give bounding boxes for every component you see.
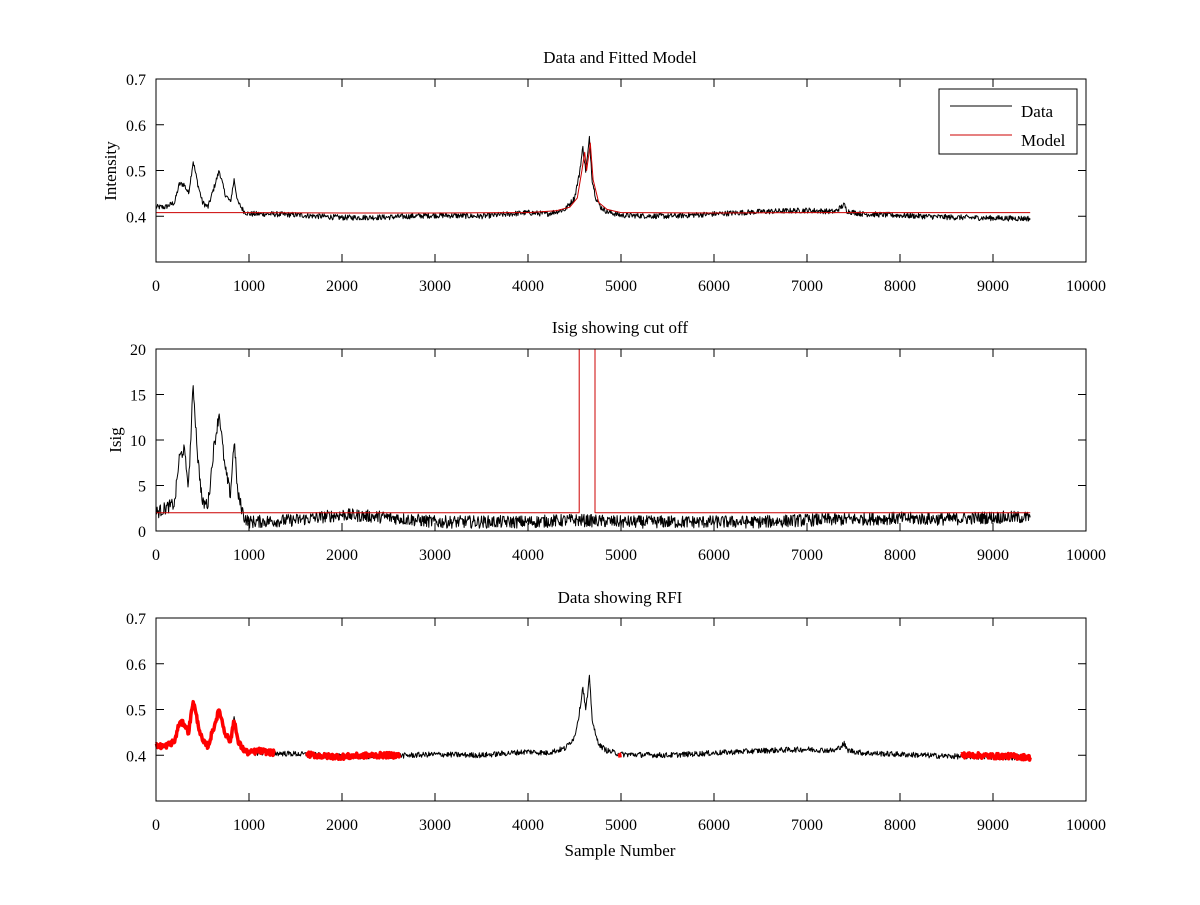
x-tick-label: 1000 (233, 278, 265, 295)
y-tick-label: 0.6 (126, 118, 146, 135)
y-tick-label: 0.4 (126, 748, 146, 765)
x-tick-label: 5000 (605, 278, 637, 295)
x-tick-label: 8000 (884, 817, 916, 834)
x-tick-label: 3000 (419, 547, 451, 564)
x-tick-label: 7000 (791, 817, 823, 834)
subplot-2-frame (155, 348, 1087, 532)
x-tick-label: 9000 (977, 547, 1009, 564)
subplot-1-ylabel: Intensity (101, 141, 120, 201)
subplot-2-ylabel: Isig (106, 427, 125, 453)
y-tick-label: 15 (130, 388, 146, 405)
subplot-1-marks (155, 135, 1031, 222)
series-rfi-segment (305, 750, 402, 762)
x-tick-label: 5000 (605, 817, 637, 834)
x-tick-label: 0 (152, 817, 160, 834)
subplot-data-and-fitted-model: Data and Fitted Model Intensity 0 1000 200… (101, 48, 1106, 295)
x-tick-label: 10000 (1066, 278, 1106, 295)
x-tick-label: 1000 (233, 817, 265, 834)
subplot-isig-showing-cut-off: Isig showing cut off Isig 0 1000 2000 3000 4… (106, 318, 1106, 564)
x-tick-label: 2000 (326, 817, 358, 834)
x-tick-label: 8000 (884, 278, 916, 295)
x-tick-label: 3000 (419, 278, 451, 295)
subplot-3-ticks: 0 1000 2000 3000 4000 5000 6000 7000 8000 9000 100… (126, 611, 1106, 834)
x-tick-label: 9000 (977, 817, 1009, 834)
x-tick-label: 6000 (698, 817, 730, 834)
x-tick-label: 0 (152, 547, 160, 564)
x-tick-label: 4000 (512, 547, 544, 564)
subplot-data-showing-rfi: Data showing RFI 0 1000 2000 3000 4000 5000 60… (126, 588, 1106, 860)
x-tick-label: 6000 (698, 278, 730, 295)
series-model-line (156, 142, 1031, 214)
y-tick-label: 0.7 (126, 611, 146, 628)
legend-box (938, 88, 1078, 155)
series-data-line (155, 674, 1031, 761)
subplot-1-title: Data and Fitted Model (543, 48, 697, 67)
series-rfi-segment (960, 751, 1032, 762)
x-tick-label: 1000 (233, 547, 265, 564)
x-tick-label: 7000 (791, 278, 823, 295)
subplot-1-ticks: 0 1000 2000 3000 4000 5000 6000 7000 8000 9000 100… (126, 72, 1106, 295)
series-data-line (155, 135, 1031, 222)
y-tick-label: 0.7 (126, 72, 146, 89)
y-tick-label: 0.4 (126, 209, 146, 226)
x-tick-label: 7000 (791, 547, 823, 564)
x-tick-label: 4000 (512, 278, 544, 295)
x-tick-label: 0 (152, 278, 160, 295)
subplot-2-ticks: 0 1000 2000 3000 4000 5000 6000 7000 8000 9000 100… (130, 342, 1106, 564)
y-tick-label: 0.5 (126, 703, 146, 720)
y-tick-label: 0.5 (126, 164, 146, 181)
y-tick-label: 20 (130, 342, 146, 359)
subplot-3-title: Data showing RFI (558, 588, 683, 607)
x-tick-label: 2000 (326, 547, 358, 564)
subplot-3-frame (155, 617, 1087, 802)
x-tick-label: 10000 (1066, 547, 1106, 564)
x-tick-label: 2000 (326, 278, 358, 295)
x-axis-label: Sample Number (565, 841, 676, 860)
y-tick-label: 0.6 (126, 657, 146, 674)
x-tick-label: 9000 (977, 278, 1009, 295)
legend-data-label: Data (1021, 102, 1054, 121)
y-tick-label: 0 (138, 524, 146, 541)
x-tick-label: 5000 (605, 547, 637, 564)
series-rfi-segment (154, 699, 276, 758)
x-tick-label: 8000 (884, 547, 916, 564)
subplot-2-marks (155, 348, 1031, 529)
x-tick-label: 6000 (698, 547, 730, 564)
x-tick-label: 3000 (419, 817, 451, 834)
subplot-1-frame (155, 78, 1087, 263)
series-cut-off-line (156, 348, 1031, 514)
y-tick-label: 5 (138, 479, 146, 496)
subplot-2-title: Isig showing cut off (552, 318, 688, 337)
x-tick-label: 4000 (512, 817, 544, 834)
legend-model-label: Model (1021, 131, 1066, 150)
x-tick-label: 10000 (1066, 817, 1106, 834)
series-rfi-segment (617, 752, 622, 758)
y-tick-label: 10 (130, 433, 146, 450)
series-isig-line (155, 385, 1031, 529)
legend: Data Model (938, 88, 1078, 155)
subplot-3-marks (154, 674, 1032, 762)
